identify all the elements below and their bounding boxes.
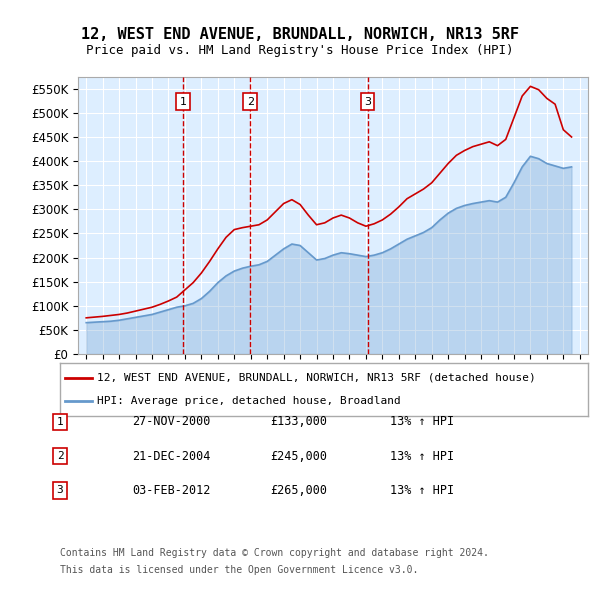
Text: 13% ↑ HPI: 13% ↑ HPI	[390, 450, 454, 463]
Text: 12, WEST END AVENUE, BRUNDALL, NORWICH, NR13 5RF: 12, WEST END AVENUE, BRUNDALL, NORWICH, …	[81, 27, 519, 41]
Text: This data is licensed under the Open Government Licence v3.0.: This data is licensed under the Open Gov…	[60, 565, 418, 575]
Text: 1: 1	[56, 417, 64, 427]
Text: Price paid vs. HM Land Registry's House Price Index (HPI): Price paid vs. HM Land Registry's House …	[86, 44, 514, 57]
Text: £245,000: £245,000	[270, 450, 327, 463]
Text: 13% ↑ HPI: 13% ↑ HPI	[390, 484, 454, 497]
Text: £265,000: £265,000	[270, 484, 327, 497]
Text: £133,000: £133,000	[270, 415, 327, 428]
Text: Contains HM Land Registry data © Crown copyright and database right 2024.: Contains HM Land Registry data © Crown c…	[60, 548, 489, 558]
Text: 03-FEB-2012: 03-FEB-2012	[132, 484, 211, 497]
Text: 2: 2	[247, 97, 254, 107]
Text: 2: 2	[56, 451, 64, 461]
Text: 12, WEST END AVENUE, BRUNDALL, NORWICH, NR13 5RF (detached house): 12, WEST END AVENUE, BRUNDALL, NORWICH, …	[97, 373, 536, 383]
Text: 3: 3	[56, 486, 64, 495]
Text: 3: 3	[364, 97, 371, 107]
Text: 1: 1	[180, 97, 187, 107]
Text: 27-NOV-2000: 27-NOV-2000	[132, 415, 211, 428]
Text: HPI: Average price, detached house, Broadland: HPI: Average price, detached house, Broa…	[97, 396, 401, 406]
Text: 21-DEC-2004: 21-DEC-2004	[132, 450, 211, 463]
Text: 13% ↑ HPI: 13% ↑ HPI	[390, 415, 454, 428]
